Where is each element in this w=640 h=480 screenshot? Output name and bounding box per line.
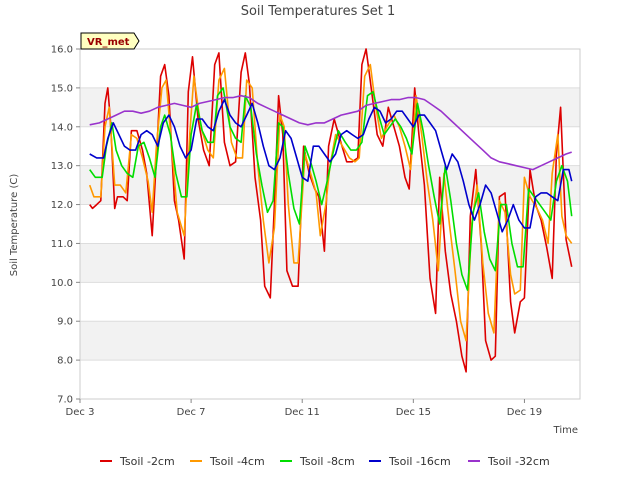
series-layer xyxy=(88,48,573,373)
legend: Tsoil -2cm Tsoil -4cm Tsoil -8cm Tsoil -16c… xyxy=(100,455,550,468)
x-tick-label: Dec 3 xyxy=(66,407,95,418)
x-axis-label: Time xyxy=(553,425,578,436)
series-line-tsoil-16cm xyxy=(89,98,573,233)
y-axis-ticks: 7.0 8.0 9.0 10.0 11.0 12.0 13.0 14.0 15.0 16.0 xyxy=(51,45,80,406)
y-tick-label: 12.0 xyxy=(51,200,73,211)
legend-label-tsoil-2cm: Tsoil -2cm xyxy=(119,455,175,468)
x-tick-label: Dec 11 xyxy=(285,407,320,418)
y-tick-label: 8.0 xyxy=(57,356,73,367)
y-tick-label: 16.0 xyxy=(51,45,73,56)
site-badge-box xyxy=(80,32,140,50)
site-badge: VR_met xyxy=(80,32,140,50)
y-tick-label: 14.0 xyxy=(51,122,73,133)
chart-title: Soil Temperatures Set 1 xyxy=(241,4,396,19)
y-tick-label: 11.0 xyxy=(51,239,73,250)
legend-label-tsoil-4cm: Tsoil -4cm xyxy=(209,455,265,468)
legend-label-tsoil-16cm: Tsoil -16cm xyxy=(388,455,451,468)
legend-label-tsoil-32cm: Tsoil -32cm xyxy=(487,455,550,468)
y-axis-label: Soil Temperature (C) xyxy=(9,174,20,277)
y-tick-label: 10.0 xyxy=(51,278,73,289)
series-line-tsoil-32cm xyxy=(89,94,572,171)
y-tick-label: 13.0 xyxy=(51,161,73,172)
x-tick-label: Dec 7 xyxy=(177,407,206,418)
series-line-tsoil-8cm xyxy=(89,87,573,291)
plot-band xyxy=(80,243,580,283)
y-tick-label: 9.0 xyxy=(57,317,73,328)
x-tick-label: Dec 15 xyxy=(396,407,431,418)
x-axis-ticks: Dec 3 Dec 7 Dec 11 Dec 15 Dec 19 xyxy=(66,399,542,418)
y-tick-label: 15.0 xyxy=(51,83,73,94)
plot-band xyxy=(80,321,580,361)
x-tick-label: Dec 19 xyxy=(507,407,542,418)
legend-label-tsoil-8cm: Tsoil -8cm xyxy=(299,455,355,468)
y-tick-label: 7.0 xyxy=(57,395,73,406)
site-badge-label: VR_met xyxy=(87,37,130,48)
plot-area xyxy=(79,48,581,400)
plot-frame xyxy=(79,48,581,400)
series-line-tsoil-4cm xyxy=(88,63,573,342)
